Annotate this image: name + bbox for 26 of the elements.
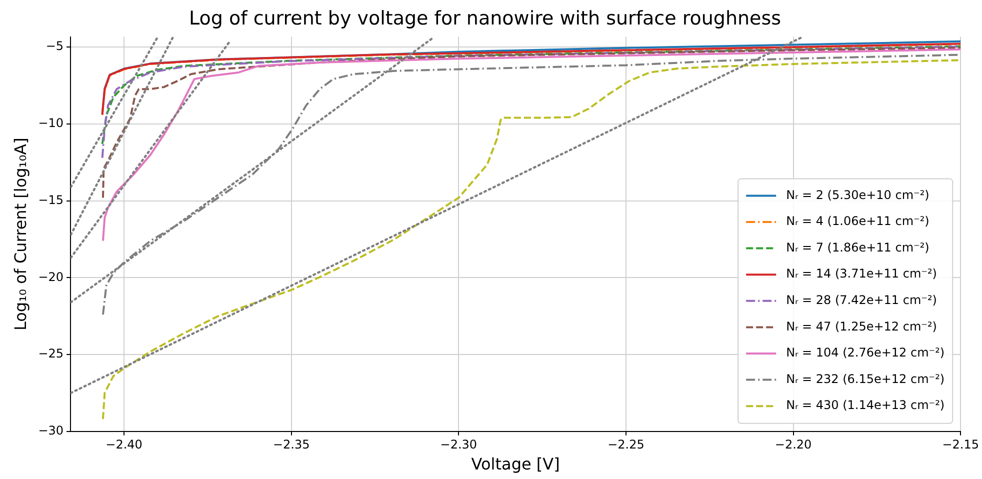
legend-label: Nᵣ = 14 (3.71e+11 cm⁻²)	[786, 266, 937, 281]
y-tick-label: −5	[46, 39, 64, 54]
legend-label: Nᵣ = 47 (1.25e+12 cm⁻²)	[786, 319, 937, 334]
y-tick-label: −20	[38, 270, 64, 284]
y-tick-label: −15	[38, 192, 64, 207]
line-series	[102, 46, 961, 199]
legend-label: Nᵣ = 2 (5.30e+10 cm⁻²)	[786, 188, 930, 202]
legend-label: Nᵣ = 28 (7.42e+11 cm⁻²)	[786, 293, 937, 308]
y-tick-label: −25	[38, 346, 64, 361]
y-tick-label: −30	[38, 424, 64, 438]
x-tick-label: −2.25	[608, 438, 644, 452]
legend-label: Nᵣ = 232 (6.15e+12 cm⁻²)	[786, 372, 945, 386]
x-tick-label: −2.20	[774, 438, 812, 452]
legend-label: Nᵣ = 430 (1.14e+13 cm⁻²)	[786, 398, 945, 412]
legend-label: Nᵣ = 7 (1.86e+11 cm⁻²)	[786, 240, 930, 254]
y-axis-title: Log₁₀ of Current [log₁₀A]	[10, 138, 30, 331]
line-series	[102, 59, 961, 420]
chart-title: Log of current by voltage for nanowire with surface roughness	[188, 7, 782, 30]
x-tick-label: −2.35	[272, 438, 310, 452]
x-tick-label: −2.15	[942, 438, 980, 452]
y-tick-label: −10	[38, 116, 64, 130]
x-tick-label: −2.40	[106, 438, 142, 452]
x-axis-title: Voltage [V]	[471, 454, 560, 474]
x-tick-label: −2.30	[440, 438, 478, 452]
legend-label: Nᵣ = 4 (1.06e+11 cm⁻²)	[786, 214, 930, 228]
legend-label: Nᵣ = 104 (2.76e+12 cm⁻²)	[786, 346, 945, 360]
